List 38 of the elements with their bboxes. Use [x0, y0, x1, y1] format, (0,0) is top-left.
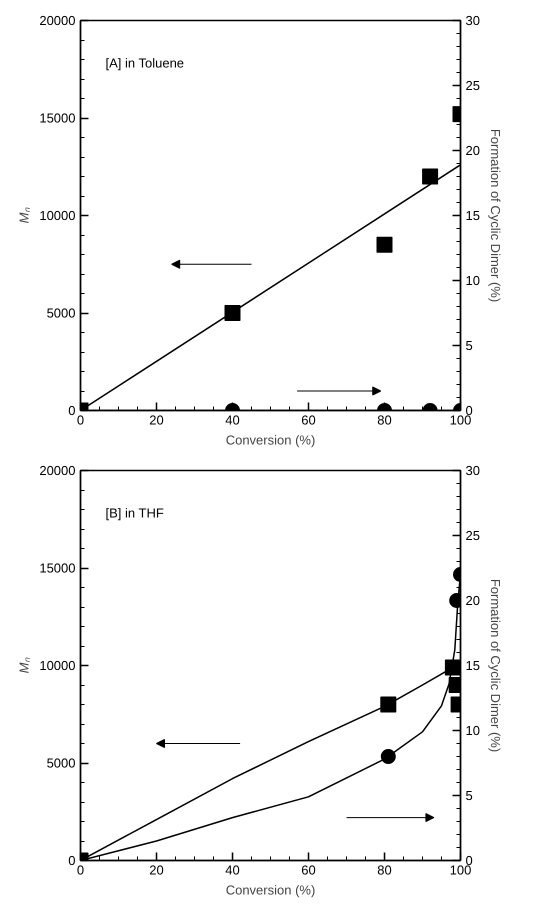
x-axis-title: Conversion (%) [226, 432, 316, 448]
y-tick-label: 10000 [39, 658, 76, 673]
y-axis-title: Mₙ [16, 206, 32, 224]
y2-tick-label: 5 [466, 338, 473, 353]
x-tick-label: 60 [301, 862, 316, 878]
x-tick-label: 40 [225, 862, 240, 878]
x-tick-label: 80 [377, 412, 392, 428]
y2-tick-label: 30 [466, 463, 480, 478]
x-axis-title: Conversion (%) [226, 882, 316, 898]
y-tick-label: 10000 [39, 208, 76, 223]
x-tick-label: 60 [301, 412, 316, 428]
annotation: [B] in THF [106, 506, 164, 520]
y2-tick-label: 15 [466, 658, 480, 673]
y2-tick-label: 10 [466, 273, 480, 288]
y2-tick-label: 30 [466, 13, 480, 28]
y2-tick-label: 20 [466, 593, 480, 608]
y-tick-label: 20000 [39, 13, 76, 28]
x-tick-label: 20 [149, 412, 164, 428]
annotation: [A] in Toluene [106, 56, 184, 70]
y2-tick-label: 5 [466, 788, 473, 803]
y2-tick-label: 20 [466, 143, 480, 158]
x-tick-label: 80 [377, 862, 392, 878]
y2-tick-label: 10 [466, 723, 480, 738]
y-tick-label: 5000 [46, 756, 76, 770]
y2-tick-label: 25 [466, 528, 480, 543]
y-tick-label: 5000 [46, 306, 76, 320]
y2-axis-title: Formation of Cyclic Dimer (%) [488, 578, 503, 752]
y-tick-label: 0 [68, 403, 76, 418]
y-axis-title: Mₙ [16, 656, 32, 674]
x-tick-label: 40 [225, 412, 240, 428]
y2-axis-title: Formation of Cyclic Dimer (%) [488, 128, 503, 302]
y-tick-label: 20000 [39, 463, 76, 478]
y-tick-label: 15000 [39, 110, 76, 126]
y2-tick-label: 25 [466, 78, 480, 93]
y2-tick-label: 15 [466, 208, 480, 223]
x-tick-label: 20 [149, 862, 164, 878]
y-tick-label: 15000 [39, 560, 76, 576]
y-tick-label: 0 [68, 853, 76, 868]
